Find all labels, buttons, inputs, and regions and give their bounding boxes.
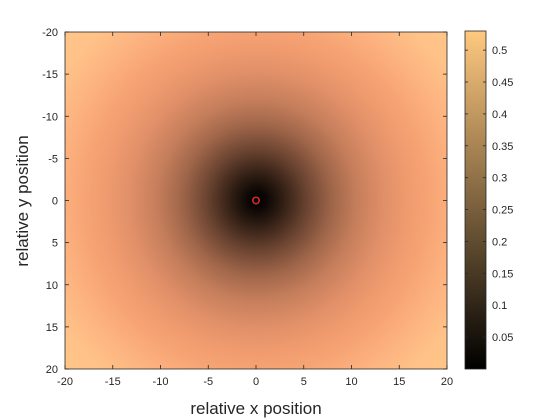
y-tick-label: 15 — [46, 322, 58, 334]
y-tick-label: 20 — [46, 364, 58, 376]
colorbar-tick-label: 0.45 — [492, 77, 513, 89]
x-tick-label: 10 — [345, 376, 357, 388]
x-tick-label: 0 — [253, 376, 259, 388]
colorbar: 0.05 0.1 0.15 0.2 0.25 0.3 0.35 0.4 0.45 0.5 — [464, 30, 513, 370]
y-tick-label: -10 — [42, 111, 58, 123]
source-marker — [252, 196, 261, 205]
y-tick-label: 10 — [46, 280, 58, 292]
x-tick-label: -15 — [105, 376, 121, 388]
y-tick-label: 5 — [52, 238, 58, 250]
colorbar-tick-label: 0.4 — [492, 109, 507, 121]
colorbar-bar — [464, 30, 487, 370]
marker-layer — [252, 196, 261, 205]
x-tick-label: -10 — [153, 376, 169, 388]
y-tick-label: -15 — [42, 69, 58, 81]
y-axis-title: relative y position — [13, 135, 32, 266]
y-tick-label: 0 — [52, 196, 58, 208]
x-tick-label: 15 — [393, 376, 405, 388]
plot-area: -20 -15 -10 -5 0 5 10 15 20 -20 -15 -10 -5 0 5 10 15 20 — [42, 27, 453, 388]
colorbar-ticks: 0.05 0.1 0.15 0.2 0.25 0.3 0.35 0.4 0.45 0.5 — [465, 45, 513, 344]
colorbar-tick-label: 0.3 — [492, 173, 507, 185]
x-ticks: -20 -15 -10 -5 0 5 10 15 20 — [57, 32, 453, 388]
colorbar-tick-label: 0.35 — [492, 141, 513, 153]
y-tick-label: -5 — [48, 153, 58, 165]
colorbar-tick-label: 0.1 — [492, 300, 507, 312]
colorbar-tick-label: 0.05 — [492, 332, 513, 344]
x-tick-label: 20 — [441, 376, 453, 388]
x-axis-title: relative x position — [190, 399, 321, 418]
x-tick-label: -20 — [57, 376, 73, 388]
colorbar-tick-label: 0.2 — [492, 236, 507, 248]
x-tick-label: -5 — [203, 376, 213, 388]
colorbar-tick-label: 0.5 — [492, 45, 507, 57]
heatmap-field — [65, 32, 447, 369]
y-ticks: -20 -15 -10 -5 0 5 10 15 20 — [42, 27, 447, 376]
x-tick-label: 5 — [301, 376, 307, 388]
colorbar-tick-label: 0.15 — [492, 268, 513, 280]
y-tick-label: -20 — [42, 27, 58, 39]
colorbar-tick-label: 0.25 — [492, 205, 513, 217]
